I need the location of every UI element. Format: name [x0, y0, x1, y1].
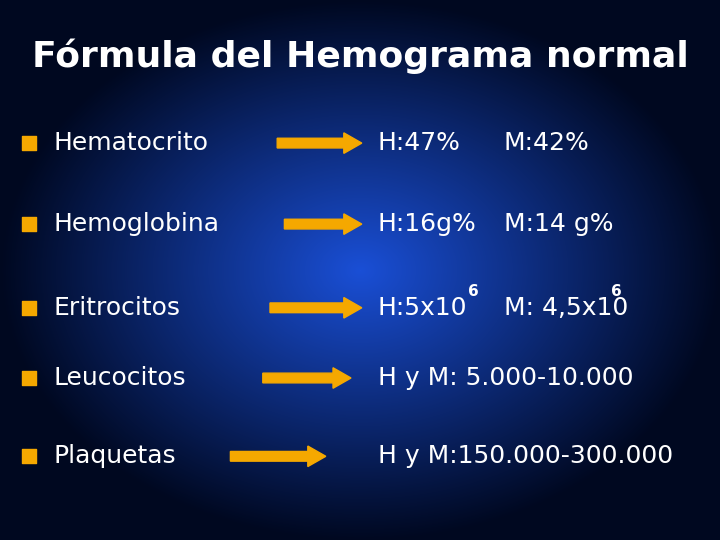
Text: 6: 6 — [468, 284, 479, 299]
Point — [23, 139, 35, 147]
FancyArrow shape — [277, 133, 362, 153]
Point — [23, 220, 35, 228]
Text: H y M:150.000-300.000: H y M:150.000-300.000 — [378, 444, 673, 468]
FancyArrow shape — [270, 298, 361, 318]
Text: M:14 g%: M:14 g% — [504, 212, 613, 236]
Text: Eritrocitos: Eritrocitos — [54, 296, 181, 320]
Point — [23, 303, 35, 312]
Point — [23, 452, 35, 461]
Text: H:16g%: H:16g% — [378, 212, 477, 236]
FancyArrow shape — [284, 214, 362, 234]
Text: Plaquetas: Plaquetas — [54, 444, 176, 468]
Text: Leucocitos: Leucocitos — [54, 366, 186, 390]
Text: H y M: 5.000-10.000: H y M: 5.000-10.000 — [378, 366, 634, 390]
Text: H:5x10: H:5x10 — [378, 296, 467, 320]
Text: M:42%: M:42% — [504, 131, 590, 155]
Text: Hematocrito: Hematocrito — [54, 131, 209, 155]
FancyArrow shape — [230, 446, 325, 467]
Text: 6: 6 — [611, 284, 621, 299]
Point — [23, 374, 35, 382]
FancyArrow shape — [263, 368, 351, 388]
Text: H:47%: H:47% — [378, 131, 461, 155]
Text: Hemoglobina: Hemoglobina — [54, 212, 220, 236]
Text: M: 4,5x10: M: 4,5x10 — [504, 296, 629, 320]
Text: Fórmula del Hemograma normal: Fórmula del Hemograma normal — [32, 39, 688, 75]
